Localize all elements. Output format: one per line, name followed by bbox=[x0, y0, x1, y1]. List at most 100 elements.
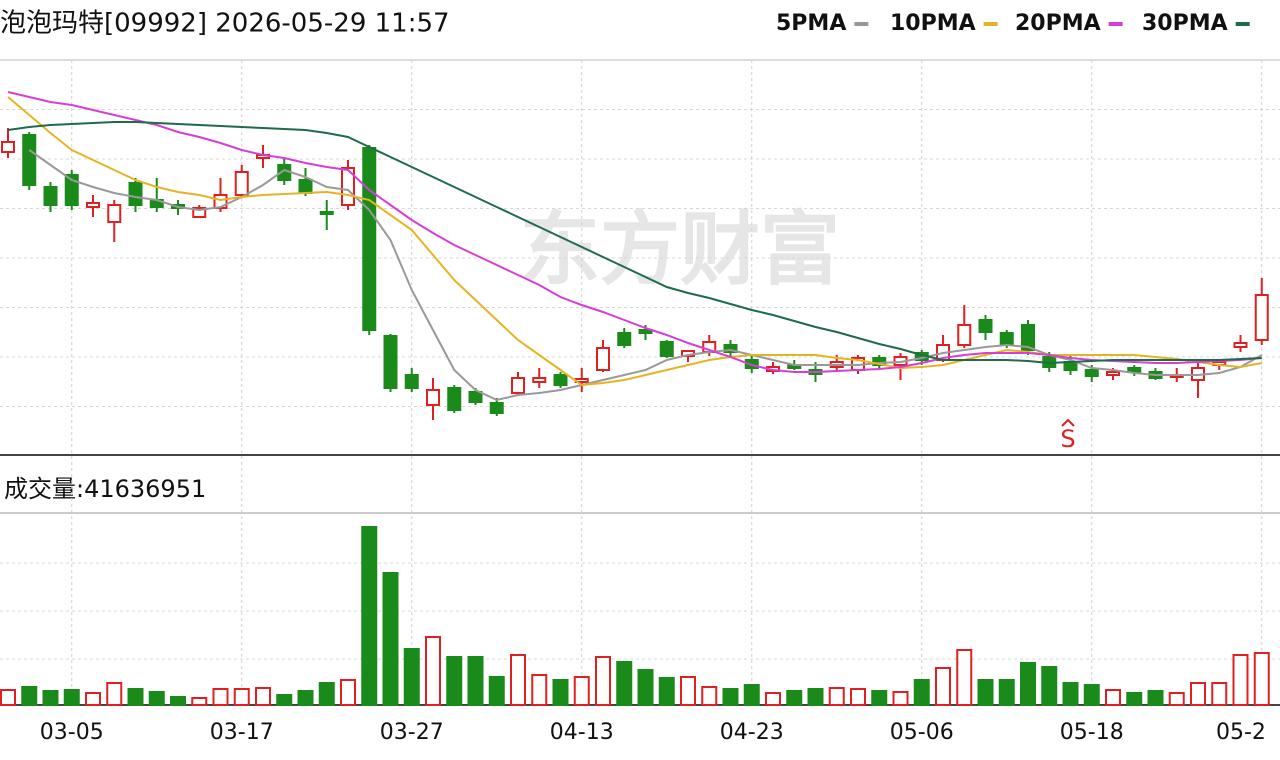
volume-bar bbox=[892, 691, 909, 706]
x-tick-label: 04-13 bbox=[550, 720, 614, 745]
volume-bar bbox=[488, 676, 505, 706]
candle-body bbox=[532, 377, 547, 383]
legend-label: 5PMA bbox=[776, 11, 846, 36]
legend-label: 10PMA bbox=[890, 11, 976, 36]
volume-bar bbox=[658, 677, 675, 706]
candle-body bbox=[383, 335, 398, 389]
volume-bar bbox=[786, 690, 803, 706]
watermark: 东方财富 bbox=[520, 203, 840, 296]
ma-line bbox=[7, 121, 1262, 365]
candle-body bbox=[1021, 324, 1035, 351]
candle-body bbox=[659, 341, 674, 357]
volume-bar bbox=[106, 682, 123, 706]
volume-bar bbox=[935, 667, 951, 706]
candle-body bbox=[999, 332, 1014, 346]
volume-bar bbox=[1147, 690, 1164, 706]
candle-body bbox=[64, 174, 79, 206]
volume-bar bbox=[148, 691, 165, 706]
volume-bar bbox=[637, 669, 654, 706]
candle-body bbox=[1233, 342, 1248, 348]
candle-body bbox=[404, 374, 419, 389]
volume-bar bbox=[21, 686, 38, 706]
candle-body bbox=[1084, 369, 1099, 377]
volume-bar bbox=[1041, 666, 1058, 706]
volume-bar bbox=[1083, 684, 1100, 706]
volume-bar bbox=[828, 687, 845, 706]
candle-body bbox=[978, 319, 993, 333]
volume-bar bbox=[1232, 654, 1249, 706]
chart-title: 泡泡玛特[09992] 2026-05-29 11:57 bbox=[0, 9, 450, 39]
candle-body bbox=[86, 202, 100, 208]
volume-bar bbox=[1105, 689, 1121, 706]
volume-bar bbox=[1211, 682, 1228, 706]
x-tick-label: 03-05 bbox=[40, 720, 104, 745]
volume-bar bbox=[1062, 682, 1079, 706]
volume-title: 成交量:41636951 bbox=[4, 475, 206, 503]
signal-arrow bbox=[1061, 418, 1075, 427]
candle-body bbox=[617, 332, 632, 346]
volume-bar bbox=[765, 692, 781, 706]
volume-bar bbox=[403, 648, 420, 706]
volume-bar bbox=[1253, 652, 1270, 706]
x-tick-label: 05-2 bbox=[1216, 720, 1266, 745]
x-tick-label: 04-23 bbox=[720, 720, 784, 745]
candle-body bbox=[192, 207, 207, 218]
candle-body bbox=[723, 344, 738, 353]
volume-bar bbox=[0, 689, 16, 706]
candle-body bbox=[22, 134, 37, 186]
volume-bar bbox=[956, 649, 973, 706]
candle-body bbox=[1106, 371, 1120, 376]
volume-bar bbox=[850, 688, 866, 706]
candle-body bbox=[1063, 361, 1078, 371]
volume-bar bbox=[361, 526, 378, 706]
candle-body bbox=[447, 387, 462, 411]
volume-bar bbox=[531, 674, 548, 706]
volume-bar bbox=[382, 572, 399, 706]
candle-body bbox=[1254, 294, 1269, 341]
volume-bar bbox=[1190, 682, 1206, 706]
candle-body bbox=[957, 324, 972, 346]
candle-body bbox=[489, 402, 504, 414]
volume-bar bbox=[871, 690, 888, 706]
volume-bar bbox=[170, 696, 186, 706]
volume-bar bbox=[127, 688, 144, 706]
volume-bar bbox=[318, 682, 335, 706]
candle-body bbox=[511, 377, 525, 394]
candle-body bbox=[596, 347, 610, 371]
candle-body bbox=[319, 211, 334, 215]
volume-bar bbox=[807, 688, 824, 706]
volume-bar bbox=[276, 694, 293, 706]
volume-bar bbox=[913, 679, 930, 706]
volume-bar bbox=[1020, 662, 1036, 706]
ma-line bbox=[7, 91, 1262, 373]
candle-body bbox=[128, 182, 143, 206]
legend-label: 30PMA bbox=[1142, 11, 1228, 36]
volume-bar bbox=[595, 656, 611, 706]
candle-body bbox=[234, 171, 249, 196]
volume-bar bbox=[467, 656, 484, 706]
candle-body bbox=[468, 391, 483, 403]
candle-body bbox=[426, 389, 440, 406]
volume-bar bbox=[425, 636, 441, 706]
x-tick-label: 05-18 bbox=[1060, 720, 1124, 745]
candle-body bbox=[107, 204, 122, 223]
volume-bar bbox=[297, 690, 314, 706]
candle-body bbox=[43, 186, 58, 206]
volume-bar bbox=[191, 697, 208, 706]
candle-body bbox=[362, 147, 377, 331]
volume-bar bbox=[616, 661, 633, 706]
volume-bar bbox=[701, 686, 718, 706]
volume-bar bbox=[573, 676, 590, 706]
candle-body bbox=[1, 141, 15, 153]
candle-body bbox=[553, 374, 568, 386]
volume-bar bbox=[1168, 692, 1185, 706]
volume-bar bbox=[998, 679, 1015, 706]
volume-bar bbox=[42, 690, 59, 706]
legend-label: 20PMA bbox=[1015, 11, 1101, 36]
volume-bar bbox=[552, 679, 569, 706]
volume-bar bbox=[1126, 692, 1143, 706]
volume-bar bbox=[743, 684, 760, 706]
volume-bar bbox=[977, 679, 994, 706]
